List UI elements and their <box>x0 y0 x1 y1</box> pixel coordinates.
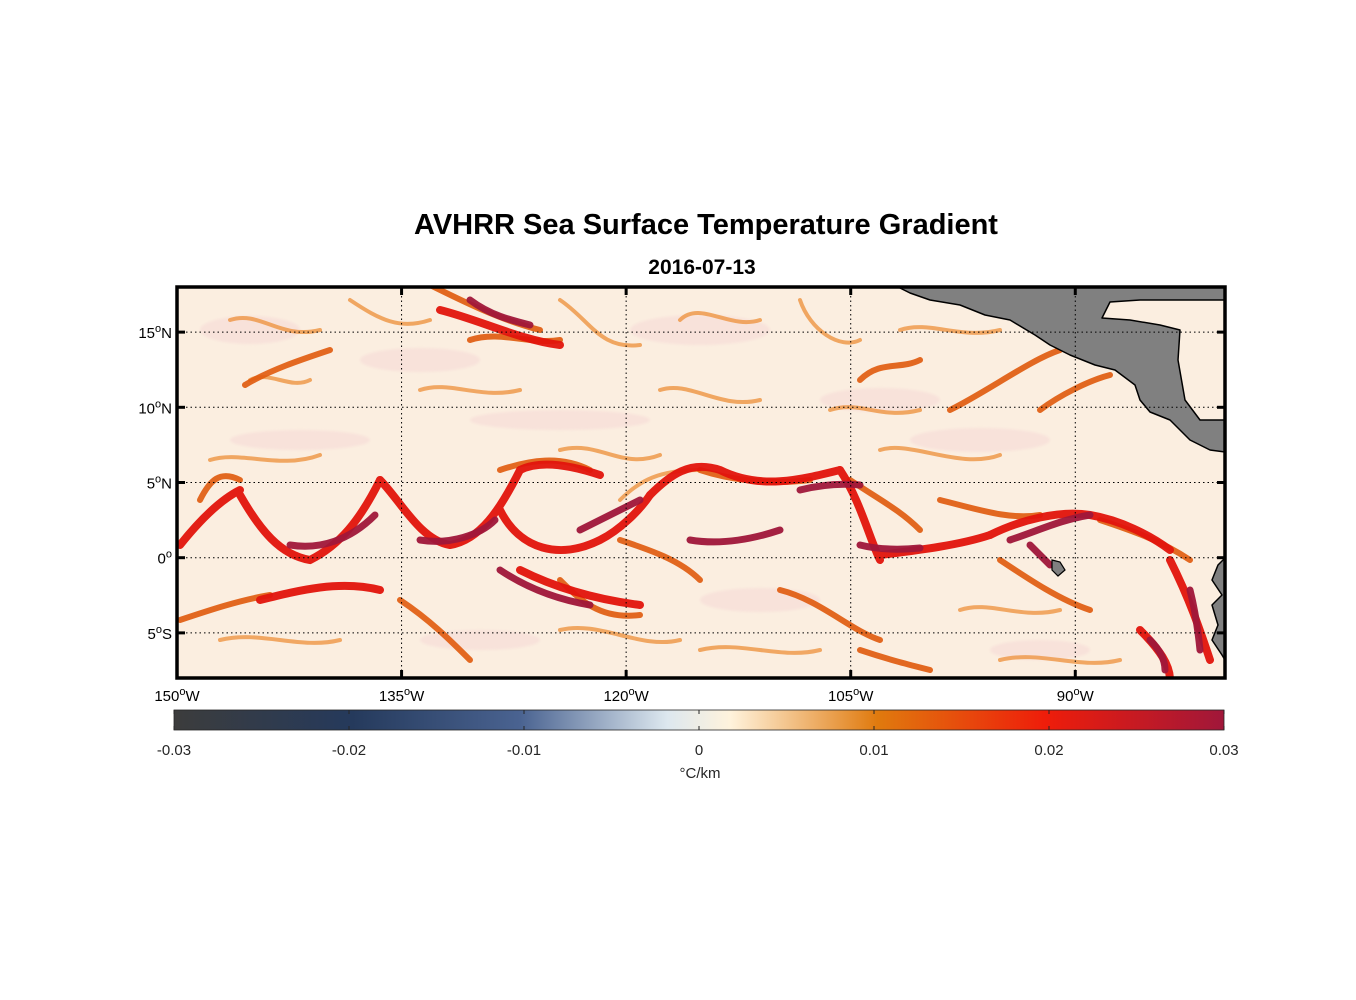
longitude-label: 120oW <box>603 686 649 705</box>
latitude-label: 0o <box>158 549 172 568</box>
colorbar-tick-label: -0.03 <box>157 742 191 759</box>
map-title: AVHRR Sea Surface Temperature Gradient <box>414 209 998 241</box>
frame-ticks <box>175 287 1225 678</box>
longitude-label: 90oW <box>1057 686 1095 705</box>
colorbar-unit-label: °C/km <box>680 765 721 782</box>
latitude-label: 5oN <box>147 474 172 493</box>
colorbar-tick-label: 0 <box>695 742 703 759</box>
weak-gradient-patches <box>200 315 1090 660</box>
colorbar-ticks: -0.03 -0.02 -0.01 0 0.01 0.02 0.03 <box>157 710 1239 759</box>
longitude-label: 150oW <box>154 686 200 705</box>
map-subtitle: 2016-07-13 <box>648 256 755 279</box>
land-central-america <box>897 287 1225 453</box>
colorbar-tick-label: 0.02 <box>1034 742 1063 759</box>
latitude-labels: 15oN 10oN 5oN 0o 5oS <box>138 323 172 643</box>
land-galapagos <box>1051 559 1066 577</box>
gradient-fronts-peak <box>286 296 1204 674</box>
gradient-fronts-strong <box>177 306 1214 678</box>
colorbar-tick-label: -0.01 <box>507 742 541 759</box>
longitude-label: 135oW <box>379 686 425 705</box>
longitude-label: 105oW <box>828 686 874 705</box>
longitude-labels: 150oW 135oW 120oW 105oW 90oW <box>154 686 1094 705</box>
latitude-label: 5oS <box>148 624 172 643</box>
colorbar-tick-label: 0.01 <box>859 742 888 759</box>
latitude-label: 15oN <box>138 323 172 342</box>
graticule <box>177 287 1225 678</box>
colorbar-tick-label: -0.02 <box>332 742 366 759</box>
colorbar-tick-label: 0.03 <box>1209 742 1238 759</box>
latitude-label: 10oN <box>138 398 172 417</box>
map-area <box>177 287 1225 678</box>
